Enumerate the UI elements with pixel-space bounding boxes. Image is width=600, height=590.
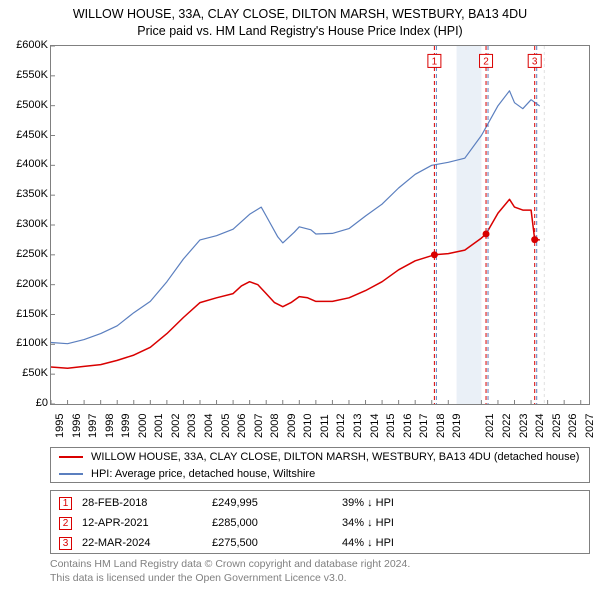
footer-line-2: This data is licensed under the Open Gov… bbox=[50, 572, 347, 584]
plot-area: 1 2 3 bbox=[50, 45, 590, 405]
x-tick-label: 1997 bbox=[87, 414, 99, 438]
x-tick-label: 2023 bbox=[518, 414, 530, 438]
y-tick-label: £50K bbox=[22, 367, 48, 379]
x-tick-label: 2003 bbox=[186, 414, 198, 438]
x-tick-label: 2013 bbox=[352, 414, 364, 438]
x-tick-label: 1995 bbox=[54, 414, 66, 438]
x-tick-label: 2012 bbox=[335, 414, 347, 438]
x-tick-label: 2015 bbox=[385, 414, 397, 438]
footer-line-1: Contains HM Land Registry data © Crown c… bbox=[50, 558, 410, 570]
transaction-diff: 34% ↓ HPI bbox=[342, 517, 394, 529]
x-tick-label: 2010 bbox=[302, 414, 314, 438]
x-tick-label: 2004 bbox=[203, 414, 215, 438]
x-tick-label: 2007 bbox=[253, 414, 265, 438]
y-tick-label: £250K bbox=[16, 248, 48, 260]
series-legend: WILLOW HOUSE, 33A, CLAY CLOSE, DILTON MA… bbox=[50, 447, 590, 483]
x-tick-label: 2000 bbox=[137, 414, 149, 438]
chart-svg: 1 2 3 bbox=[51, 46, 589, 404]
legend-swatch bbox=[59, 473, 83, 475]
x-tick-label: 2024 bbox=[534, 414, 546, 438]
x-tick-label: 2016 bbox=[402, 414, 414, 438]
x-tick-label: 2018 bbox=[435, 414, 447, 438]
svg-text:3: 3 bbox=[532, 56, 538, 67]
footer-attribution: Contains HM Land Registry data © Crown c… bbox=[50, 558, 590, 585]
transaction-price: £249,995 bbox=[212, 497, 342, 509]
y-tick-label: £300K bbox=[16, 218, 48, 230]
x-tick-label: 2011 bbox=[319, 414, 331, 438]
transactions-legend: 1 28-FEB-2018£249,99539% ↓ HPI 2 12-APR-202… bbox=[50, 490, 590, 554]
transaction-row: 3 22-MAR-2024£275,50044% ↓ HPI bbox=[51, 533, 589, 553]
y-tick-label: £100K bbox=[16, 337, 48, 349]
title-line-1: WILLOW HOUSE, 33A, CLAY CLOSE, DILTON MA… bbox=[73, 7, 527, 21]
transaction-date: 22-MAR-2024 bbox=[82, 537, 212, 549]
y-tick-label: £550K bbox=[16, 69, 48, 81]
y-tick-label: £450K bbox=[16, 129, 48, 141]
x-tick-label: 2008 bbox=[269, 414, 281, 438]
x-tick-label: 2026 bbox=[567, 414, 579, 438]
x-tick-label: 2009 bbox=[286, 414, 298, 438]
transaction-price: £285,000 bbox=[212, 517, 342, 529]
svg-text:1: 1 bbox=[432, 56, 438, 67]
legend-swatch bbox=[59, 456, 83, 458]
transaction-diff: 39% ↓ HPI bbox=[342, 497, 394, 509]
x-tick-label: 1999 bbox=[120, 414, 132, 438]
transaction-price: £275,500 bbox=[212, 537, 342, 549]
legend-item: HPI: Average price, detached house, Wilt… bbox=[51, 465, 589, 482]
legend-item: WILLOW HOUSE, 33A, CLAY CLOSE, DILTON MA… bbox=[51, 448, 589, 465]
transaction-marker: 1 bbox=[59, 497, 72, 510]
y-tick-label: £600K bbox=[16, 39, 48, 51]
x-tick-label: 2001 bbox=[153, 414, 165, 438]
svg-text:2: 2 bbox=[483, 56, 489, 67]
x-tick-label: 2022 bbox=[501, 414, 513, 438]
transaction-marker: 2 bbox=[59, 517, 72, 530]
y-tick-label: £500K bbox=[16, 99, 48, 111]
legend-label: HPI: Average price, detached house, Wilt… bbox=[91, 468, 315, 480]
chart-container: { "title_line1": "WILLOW HOUSE, 33A, CLA… bbox=[0, 0, 600, 590]
chart-title: WILLOW HOUSE, 33A, CLAY CLOSE, DILTON MA… bbox=[0, 0, 600, 40]
y-tick-label: £150K bbox=[16, 308, 48, 320]
x-tick-label: 2017 bbox=[418, 414, 430, 438]
x-tick-label: 2005 bbox=[220, 414, 232, 438]
x-tick-label: 2025 bbox=[551, 414, 563, 438]
transaction-row: 1 28-FEB-2018£249,99539% ↓ HPI bbox=[51, 493, 589, 513]
y-tick-label: £350K bbox=[16, 188, 48, 200]
x-tick-label: 2027 bbox=[584, 414, 596, 438]
x-tick-label: 2002 bbox=[170, 414, 182, 438]
x-tick-label: 2014 bbox=[369, 414, 381, 438]
y-tick-label: £200K bbox=[16, 278, 48, 290]
x-tick-label: 2006 bbox=[236, 414, 248, 438]
title-line-2: Price paid vs. HM Land Registry's House … bbox=[137, 24, 462, 38]
x-tick-label: 2021 bbox=[484, 414, 496, 438]
y-tick-label: £400K bbox=[16, 158, 48, 170]
x-tick-label: 1996 bbox=[71, 414, 83, 438]
transaction-diff: 44% ↓ HPI bbox=[342, 537, 394, 549]
legend-label: WILLOW HOUSE, 33A, CLAY CLOSE, DILTON MA… bbox=[91, 451, 579, 463]
transaction-marker: 3 bbox=[59, 537, 72, 550]
y-tick-label: £0 bbox=[36, 397, 48, 409]
x-tick-label: 2019 bbox=[451, 414, 463, 438]
transaction-date: 28-FEB-2018 bbox=[82, 497, 212, 509]
transaction-row: 2 12-APR-2021£285,00034% ↓ HPI bbox=[51, 513, 589, 533]
x-tick-label: 1998 bbox=[104, 414, 116, 438]
transaction-date: 12-APR-2021 bbox=[82, 517, 212, 529]
